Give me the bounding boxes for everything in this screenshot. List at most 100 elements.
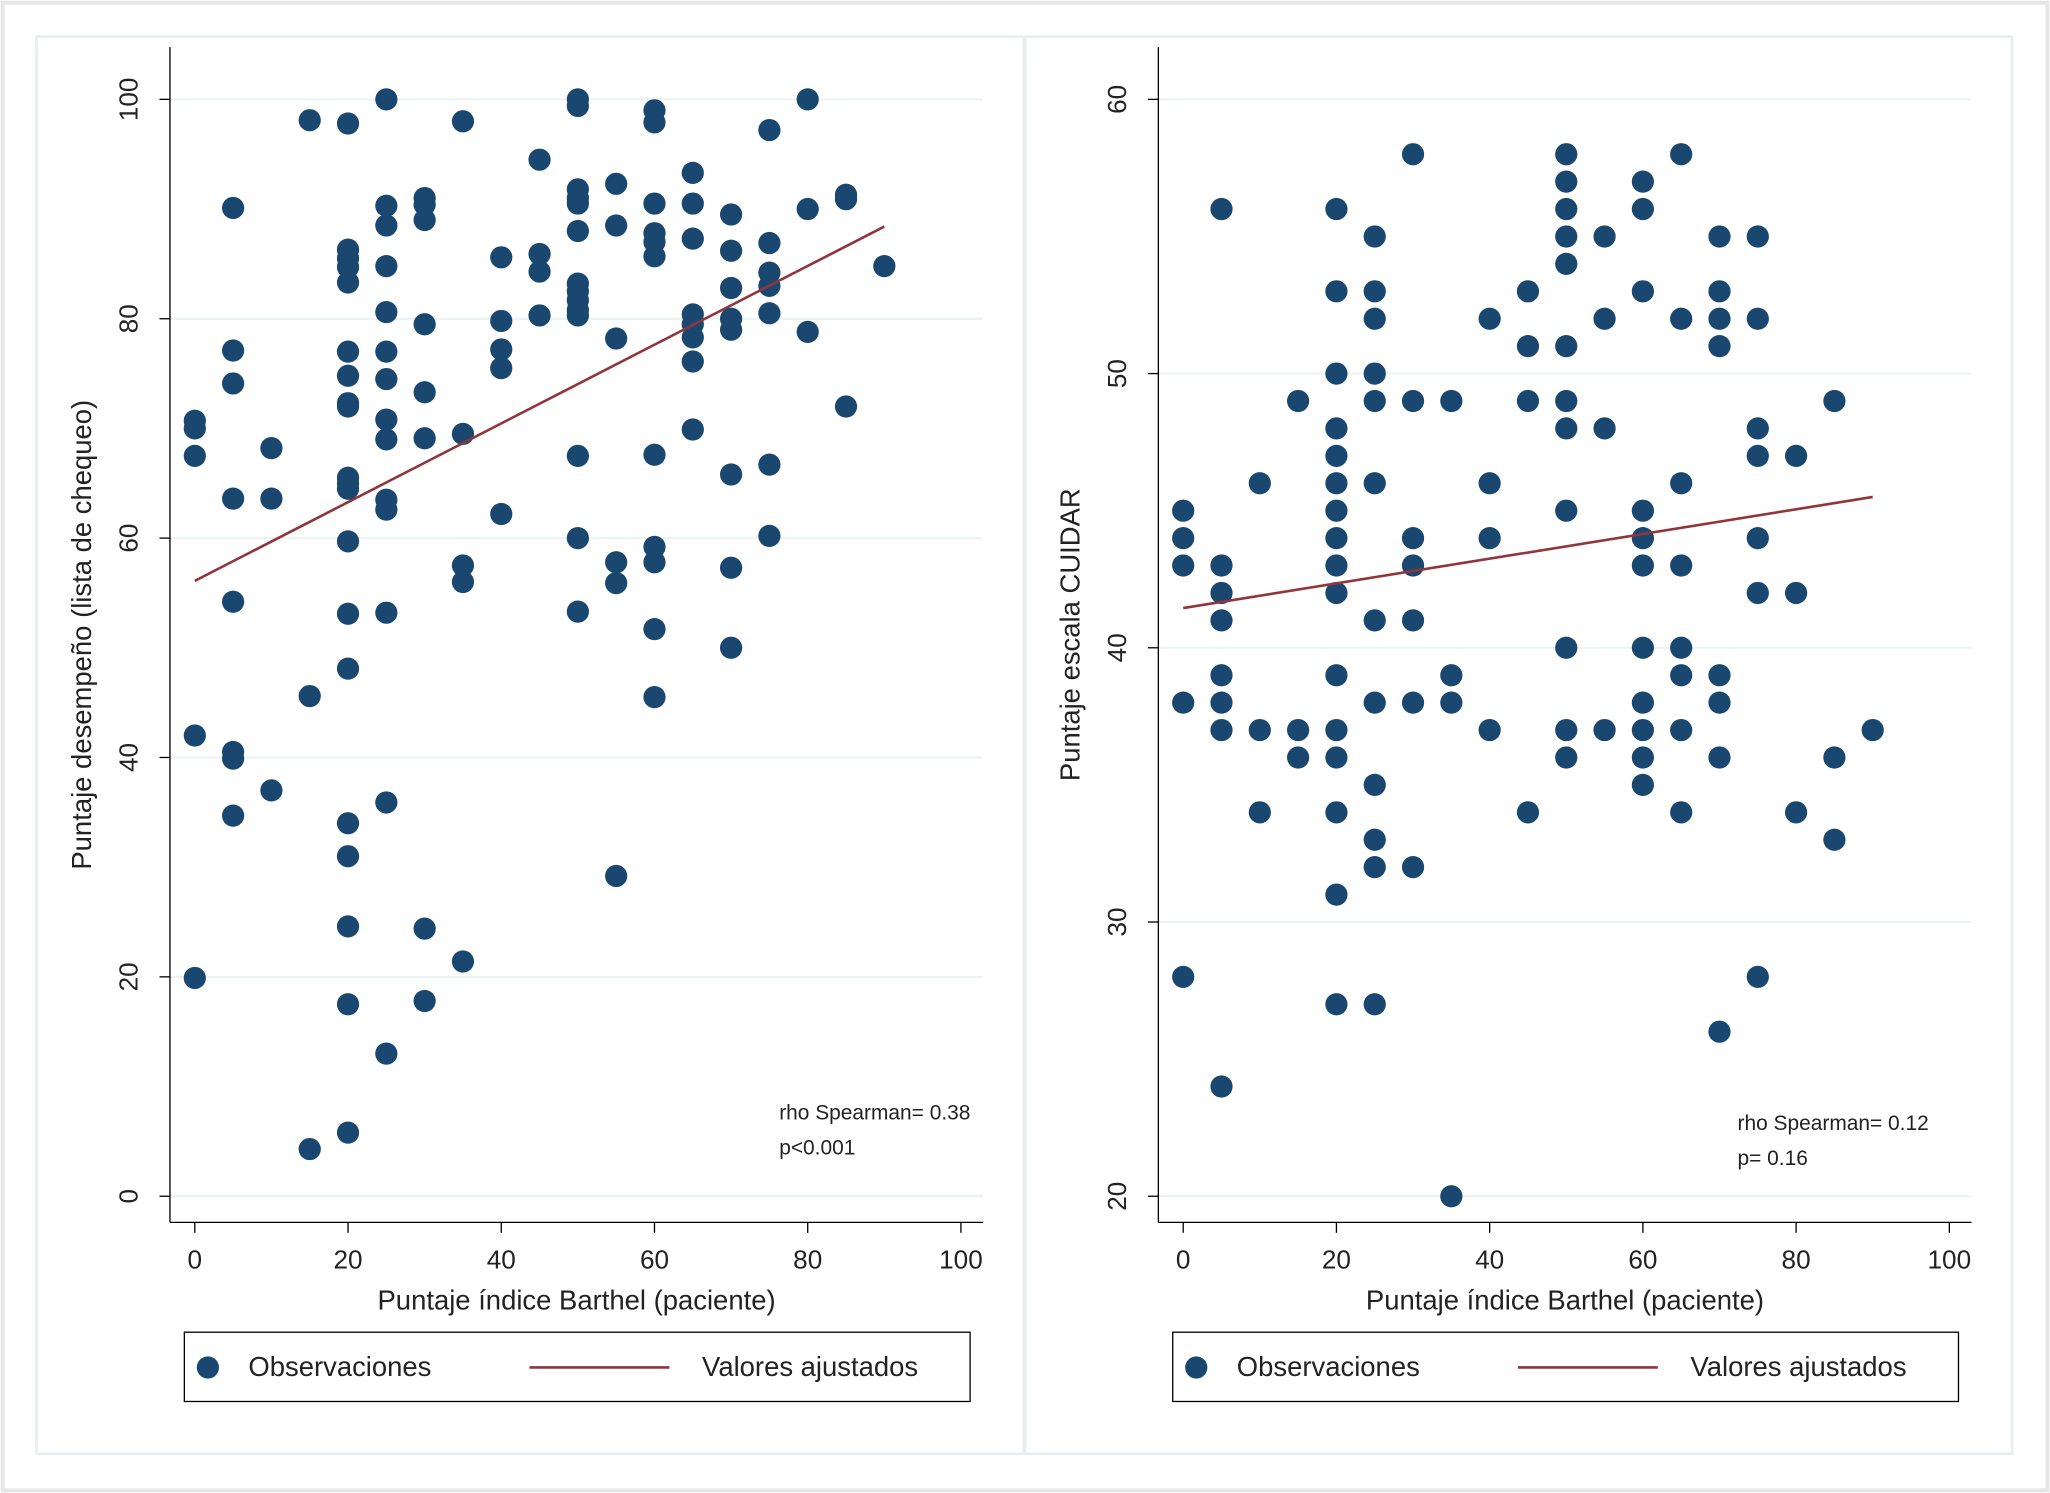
data-point xyxy=(375,1042,398,1065)
data-point xyxy=(1708,691,1731,714)
data-point xyxy=(336,477,360,500)
data-point xyxy=(1555,252,1578,276)
data-point xyxy=(336,657,360,680)
y-tick-label: 0 xyxy=(114,1189,144,1204)
data-point xyxy=(1478,307,1501,330)
data-point xyxy=(566,600,589,623)
data-point xyxy=(221,747,245,770)
data-point xyxy=(1478,472,1501,495)
data-point xyxy=(1593,307,1616,330)
data-point xyxy=(605,172,628,195)
data-point xyxy=(528,304,551,327)
data-point xyxy=(1325,280,1348,303)
data-point xyxy=(1325,197,1348,221)
data-point xyxy=(1746,307,1769,330)
data-point xyxy=(1631,280,1654,303)
data-point xyxy=(375,367,398,391)
data-point xyxy=(1670,307,1693,330)
legend-label: Observaciones xyxy=(248,1351,431,1382)
data-point xyxy=(451,950,475,973)
data-point xyxy=(1555,417,1578,440)
x-tick-label: 40 xyxy=(487,1245,516,1275)
data-point xyxy=(834,188,858,211)
data-point xyxy=(1708,1020,1731,1043)
data-point xyxy=(260,779,283,802)
data-point xyxy=(1784,581,1808,605)
data-point xyxy=(375,214,398,237)
data-point xyxy=(719,318,743,341)
data-point xyxy=(796,88,819,111)
data-point xyxy=(1555,170,1578,193)
y-tick-label: 100 xyxy=(114,78,144,122)
data-point xyxy=(413,208,436,232)
data-point xyxy=(1363,307,1386,330)
data-point xyxy=(681,227,704,250)
data-point xyxy=(183,966,206,990)
data-point xyxy=(1516,280,1540,303)
data-point xyxy=(566,192,589,215)
data-point xyxy=(451,554,475,577)
data-point xyxy=(758,453,781,476)
data-point xyxy=(1670,472,1693,495)
y-tick-label: 60 xyxy=(114,524,144,553)
data-point xyxy=(1631,746,1654,769)
data-point xyxy=(413,427,436,450)
data-point xyxy=(1210,581,1233,605)
data-point xyxy=(336,395,360,418)
legend-label: Valores ajustados xyxy=(1690,1351,1906,1382)
data-point xyxy=(528,260,551,283)
y-axis-title: Puntaje desempeño (lista de chequeo) xyxy=(66,400,97,870)
data-point xyxy=(758,524,781,548)
data-point xyxy=(605,327,628,350)
data-point xyxy=(1363,472,1386,495)
y-tick-label: 50 xyxy=(1102,359,1132,388)
x-tick-label: 80 xyxy=(1782,1245,1811,1275)
data-point xyxy=(1172,554,1195,577)
x-tick-label: 80 xyxy=(793,1245,822,1275)
data-point xyxy=(643,192,666,215)
data-point xyxy=(490,309,513,333)
data-point xyxy=(719,636,743,659)
y-tick-label: 40 xyxy=(1102,633,1132,662)
data-point xyxy=(1440,691,1463,714)
data-point xyxy=(1248,472,1271,495)
data-point xyxy=(1593,417,1616,440)
data-point xyxy=(758,231,781,255)
data-point xyxy=(834,395,858,418)
annotation: rho Spearman= 0.38 xyxy=(779,1101,970,1124)
legend-marker xyxy=(1185,1356,1208,1379)
data-point xyxy=(336,602,360,625)
data-point xyxy=(1363,856,1386,879)
data-point xyxy=(260,437,283,460)
data-point xyxy=(1363,691,1386,714)
data-point xyxy=(1593,718,1616,742)
data-point xyxy=(1516,335,1540,358)
data-point xyxy=(566,304,589,327)
data-point xyxy=(221,372,245,395)
data-point xyxy=(375,791,398,814)
data-point xyxy=(1363,828,1386,851)
data-point xyxy=(1631,526,1654,550)
data-point xyxy=(183,417,206,440)
data-point xyxy=(1363,389,1386,413)
data-point xyxy=(1746,581,1769,605)
data-point xyxy=(1746,526,1769,550)
data-point xyxy=(375,194,398,217)
data-point xyxy=(1325,581,1348,605)
data-point xyxy=(375,498,398,521)
data-point xyxy=(336,812,360,835)
data-point xyxy=(375,301,398,324)
data-point xyxy=(1708,225,1731,248)
data-point xyxy=(1363,993,1386,1016)
data-point xyxy=(643,443,666,466)
x-tick-label: 0 xyxy=(188,1245,203,1275)
data-point xyxy=(1325,801,1348,824)
data-point xyxy=(336,271,360,294)
data-point xyxy=(1631,554,1654,577)
data-point xyxy=(758,302,781,325)
data-point xyxy=(1555,335,1578,358)
x-tick-label: 0 xyxy=(1176,1245,1191,1275)
data-point xyxy=(1325,526,1348,550)
data-point xyxy=(1631,718,1654,742)
data-point xyxy=(336,993,360,1016)
